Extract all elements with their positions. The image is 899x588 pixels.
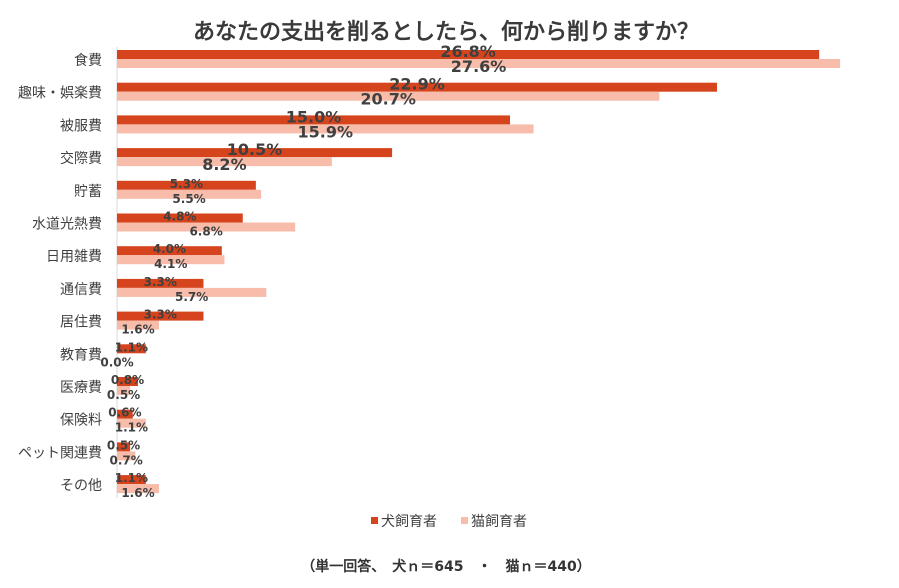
category-label: 趣味・娯楽費 <box>18 86 102 102</box>
bar-cat <box>117 59 841 68</box>
bar-dog <box>117 213 243 223</box>
bar-dog <box>117 180 256 190</box>
category-label: 居住費 <box>60 315 102 331</box>
bar-dog <box>117 344 146 354</box>
bar-cat <box>117 222 296 232</box>
legend-swatch-dog <box>371 517 378 524</box>
bar-cat <box>117 91 660 101</box>
data-label-cat: 15.9% <box>298 122 354 141</box>
category-label: 教育費 <box>60 347 102 363</box>
bar-cat <box>117 124 534 134</box>
bar-dog <box>117 442 131 452</box>
category-label: 保険料 <box>60 413 102 429</box>
bar-dog <box>117 50 820 59</box>
category-label: 交際費 <box>60 150 102 167</box>
category-label: 日用雑費 <box>46 249 102 265</box>
bar-cat <box>117 386 131 395</box>
data-label-dog: 10.5% <box>227 140 283 159</box>
data-label-cat: 4.1% <box>154 257 187 271</box>
data-label-cat: 5.7% <box>175 290 208 304</box>
bars-group: 食費 26.8%27.6% 趣味・娯楽費 22.9%20.7% 被服費 15.0%15.9… <box>18 42 841 500</box>
data-label-dog: 0.6% <box>108 406 141 420</box>
bar-cat <box>117 451 136 461</box>
bar-dog <box>117 475 146 485</box>
category-label: 医療費 <box>60 379 102 396</box>
bar-cat <box>117 157 332 167</box>
data-label-cat: 1.6% <box>121 323 154 337</box>
bar-cat <box>117 255 225 265</box>
data-label-dog: 22.9% <box>389 75 445 94</box>
data-label-cat: 20.7% <box>360 90 416 109</box>
data-label-cat: 0.7% <box>110 453 143 467</box>
data-label-dog: 3.3% <box>144 308 177 322</box>
data-label-cat: 27.6% <box>451 57 507 76</box>
data-label-dog: 15.0% <box>286 107 342 126</box>
legend-swatch-cat <box>461 517 468 524</box>
bar-cat <box>117 320 159 330</box>
data-label-cat: 1.1% <box>115 421 148 435</box>
data-label-dog: 26.8% <box>440 42 496 61</box>
data-label-dog: 0.5% <box>107 438 140 452</box>
bar-cat <box>117 287 267 297</box>
bar-dog <box>117 409 133 419</box>
category-label: ペット関連費 <box>18 445 102 461</box>
bar-dog <box>117 377 138 386</box>
data-label-dog: 5.3% <box>170 177 203 191</box>
bar-cat <box>117 189 262 199</box>
legend-label-dog: 犬飼育者 <box>381 514 437 530</box>
bar-dog <box>117 278 204 288</box>
data-label-cat: 8.2% <box>202 155 246 174</box>
category-label: 食費 <box>74 52 102 69</box>
bar-cat <box>117 484 159 494</box>
data-label-dog: 0.8% <box>111 373 144 387</box>
data-label-cat: 0.5% <box>107 388 140 402</box>
data-label-cat: 6.8% <box>189 225 222 239</box>
bar-dog <box>117 311 204 321</box>
bar-dog <box>117 148 393 158</box>
bar-dog <box>117 246 222 256</box>
category-label: 通信費 <box>60 282 102 298</box>
category-label: 被服費 <box>60 118 102 134</box>
legend-label-cat: 猫飼育者 <box>471 514 527 530</box>
data-label-cat: 5.5% <box>172 192 205 206</box>
category-label: その他 <box>60 478 102 494</box>
data-label-dog: 3.3% <box>144 275 177 289</box>
data-label-dog: 1.1% <box>115 471 148 485</box>
data-label-dog: 4.8% <box>163 210 196 224</box>
data-label-cat: 0.0% <box>100 355 133 369</box>
footnote: （単一回答、 犬ｎ＝645 ・ 猫ｎ＝440） <box>301 558 590 575</box>
category-label: 水道光熱費 <box>32 217 102 233</box>
bar-cat <box>117 418 146 428</box>
data-label-dog: 4.0% <box>153 242 186 256</box>
category-label: 貯蓄 <box>74 184 102 200</box>
chart-title: あなたの支出を削るとしたら、何から削りますか？ <box>193 19 699 45</box>
bar-dog <box>117 82 717 92</box>
bar-dog <box>117 115 510 125</box>
data-label-cat: 1.6% <box>121 486 154 500</box>
data-label-dog: 1.1% <box>115 340 148 354</box>
legend: 犬飼育者 猫飼育者 <box>371 514 527 530</box>
